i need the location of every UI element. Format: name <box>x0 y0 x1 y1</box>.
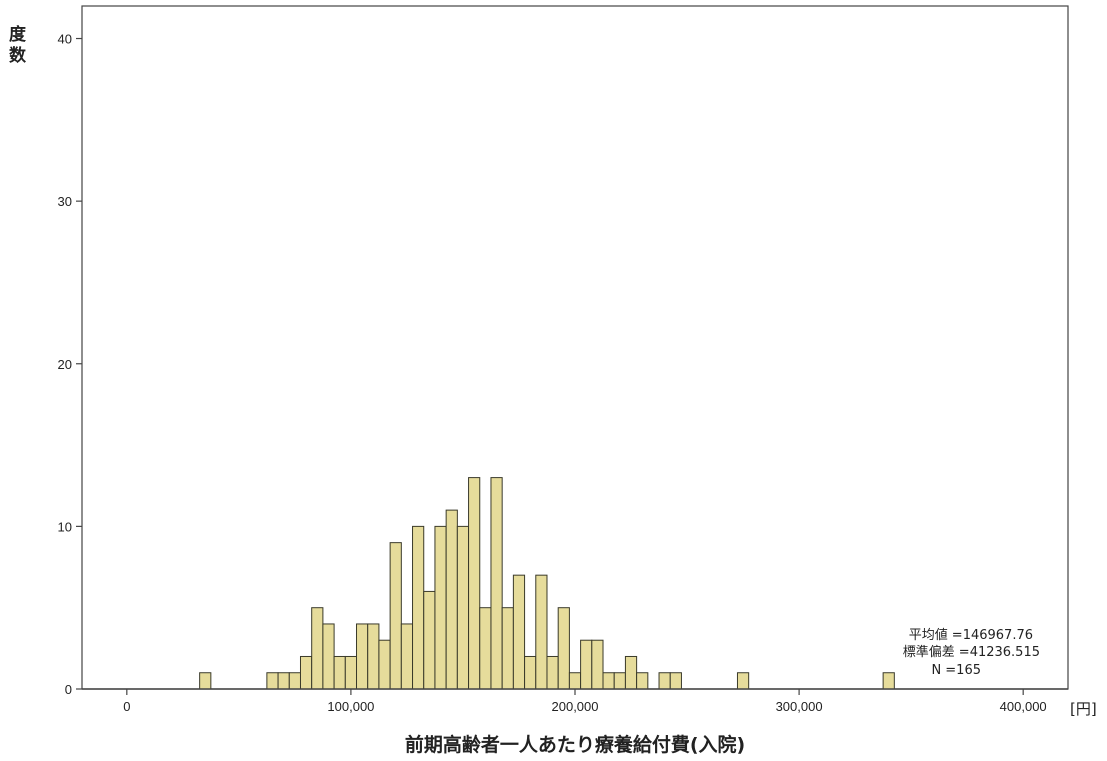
histogram-bars <box>199 477 895 690</box>
histogram-bar <box>501 607 514 690</box>
histogram-bar <box>400 623 414 690</box>
histogram-bar <box>412 525 425 690</box>
statistics-box: 平均値 =146967.76 標準偏差 =41236.515 N =165 <box>903 627 1040 678</box>
stat-stddev: 標準偏差 =41236.515 <box>903 644 1040 660</box>
stat-mean-value: =146967.76 <box>952 628 1033 643</box>
plot-area <box>81 5 1069 690</box>
x-tick-label: 100,000 <box>327 699 374 714</box>
histogram-bar <box>378 639 391 690</box>
y-tick-label: 20 <box>58 357 72 372</box>
x-axis-ticks: 0 100,000 200,000 300,000 400,000 <box>123 689 1047 714</box>
histogram-bar <box>490 477 503 690</box>
y-axis-label-line-2: 数 <box>9 45 27 66</box>
histogram-bar <box>356 623 369 690</box>
histogram-bar <box>299 655 313 690</box>
stat-mean: 平均値 =146967.76 <box>909 627 1033 643</box>
histogram-bar <box>277 672 290 690</box>
histogram-bar <box>580 639 593 690</box>
x-tick-label: 0 <box>123 699 130 714</box>
stat-stddev-value: =41236.515 <box>959 645 1040 660</box>
histogram-bar <box>591 639 604 690</box>
histogram-bar <box>882 672 895 690</box>
histogram-bar <box>636 672 649 690</box>
y-axis-ticks: 0 10 20 30 40 <box>58 32 82 697</box>
stat-n-value: =165 <box>945 663 981 678</box>
histogram-bar <box>445 509 458 690</box>
y-tick-label: 30 <box>58 194 72 209</box>
histogram-bar <box>423 590 436 690</box>
histogram-bar <box>613 672 626 690</box>
stat-stddev-label: 標準偏差 <box>903 644 955 660</box>
x-tick-label: 400,000 <box>1000 699 1047 714</box>
y-tick-label: 40 <box>58 32 72 47</box>
stat-n-label: N <box>932 663 942 678</box>
histogram-bar <box>344 655 358 690</box>
histogram-bar <box>479 607 492 690</box>
histogram-bar <box>434 525 447 690</box>
stat-mean-label: 平均値 <box>909 627 948 643</box>
histogram-bar <box>266 672 279 690</box>
histogram-bar <box>568 672 582 690</box>
histogram-bar <box>524 655 537 690</box>
histogram-bar <box>669 672 682 690</box>
histogram-bar <box>468 477 481 690</box>
histogram-bar <box>456 525 470 690</box>
histogram-bar <box>322 623 335 690</box>
histogram-bar <box>367 623 380 690</box>
histogram-bar <box>624 655 638 690</box>
histogram-bar <box>333 655 346 690</box>
histogram-bar <box>736 672 750 690</box>
histogram-bar <box>535 574 548 690</box>
histogram-bar <box>512 574 526 690</box>
x-axis-unit: [円] <box>1070 700 1097 718</box>
histogram-bar <box>288 672 301 690</box>
y-tick-label: 10 <box>58 519 72 534</box>
stat-n: N =165 <box>932 663 981 678</box>
y-axis-label-line-1: 度 <box>9 24 27 45</box>
histogram-bar <box>557 607 570 690</box>
x-tick-label: 200,000 <box>552 699 599 714</box>
x-axis-label: 前期高齢者一人あたり療養給付費(入院) <box>405 733 745 756</box>
histogram-bar <box>602 672 615 690</box>
histogram-bar <box>199 672 212 690</box>
histogram-bar <box>546 655 559 690</box>
histogram-bar <box>311 607 324 690</box>
y-tick-label: 0 <box>65 682 72 697</box>
histogram-bar <box>389 542 402 690</box>
x-tick-label: 300,000 <box>776 699 823 714</box>
histogram-bar <box>658 672 671 690</box>
